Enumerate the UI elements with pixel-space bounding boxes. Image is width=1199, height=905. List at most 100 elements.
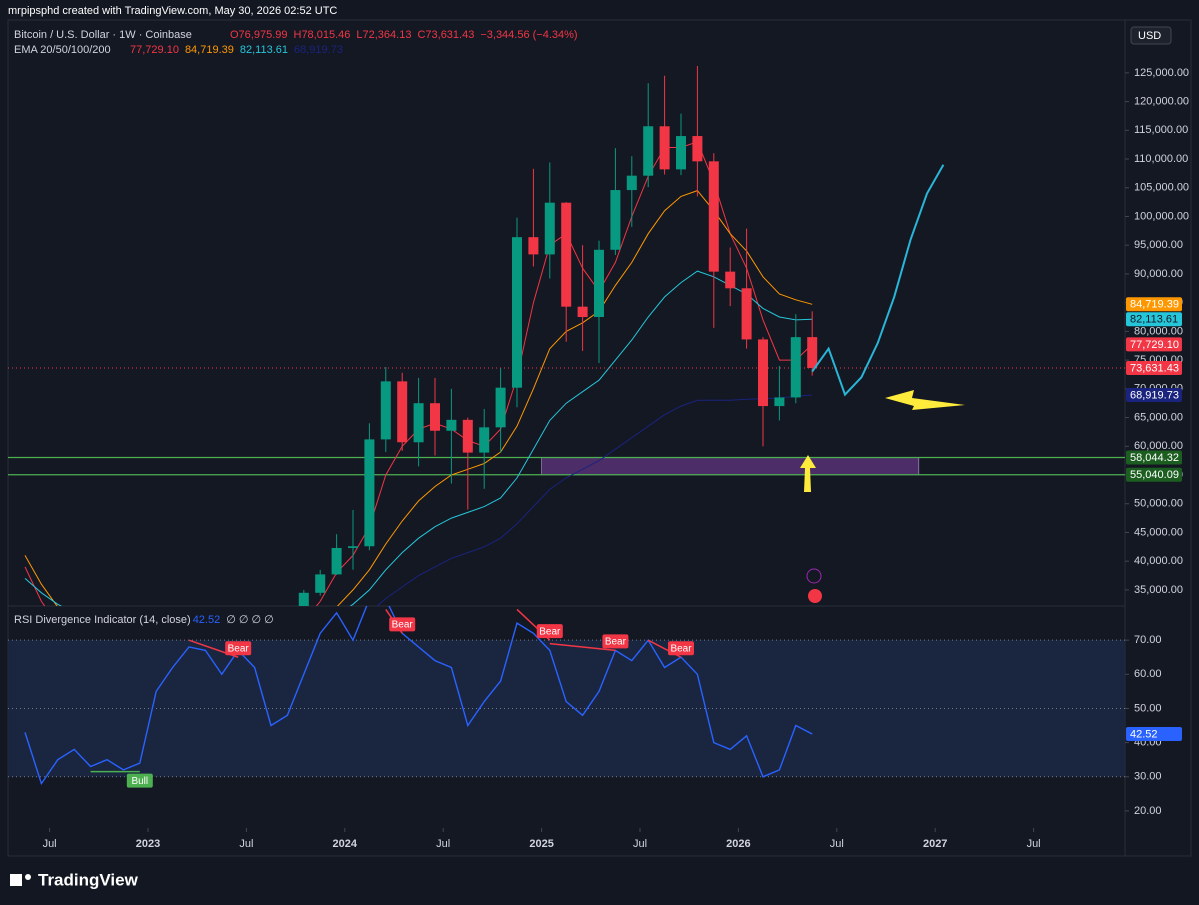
price-tag bbox=[1126, 450, 1182, 465]
candle-body bbox=[561, 202, 572, 307]
candle-body bbox=[479, 427, 490, 453]
candle-body bbox=[741, 288, 752, 340]
y-tick-label: 50.00 bbox=[1134, 702, 1162, 714]
price-tag bbox=[1126, 337, 1182, 352]
x-tick-label: 2026 bbox=[726, 838, 750, 850]
candle-body bbox=[643, 126, 654, 176]
y-tick-label: 100,000.00 bbox=[1134, 210, 1189, 222]
price-tag bbox=[1126, 388, 1182, 403]
divergence-label: Bear bbox=[392, 619, 414, 630]
y-tick-label: 70.00 bbox=[1134, 634, 1162, 646]
divergence-label: Bear bbox=[228, 643, 250, 654]
divergence-label: Bear bbox=[539, 626, 561, 637]
ema-line bbox=[24, 270, 813, 606]
arrow-left bbox=[885, 390, 965, 410]
ema-line bbox=[376, 394, 813, 606]
candle-body bbox=[528, 237, 539, 255]
y-tick-label: 115,000.00 bbox=[1134, 124, 1188, 136]
ohlc-value: −3,344.56 (−4.34%) bbox=[480, 29, 577, 41]
price-tag bbox=[1126, 727, 1182, 742]
credit: mrpipsphd created with TradingView.com, … bbox=[8, 5, 337, 17]
rsi-pane bbox=[8, 606, 1125, 786]
candle-body bbox=[758, 339, 768, 407]
divergence-tag bbox=[126, 773, 153, 788]
x-tick-label: 2023 bbox=[136, 838, 160, 850]
ema-title: EMA 20/50/100/200 bbox=[14, 44, 111, 56]
rsi-band bbox=[8, 640, 1125, 777]
logo-text: TradingView bbox=[38, 870, 139, 889]
axes: 35,000.00 40,000.00 45,000.00 50,000.00 55,0… bbox=[43, 67, 1189, 850]
logo: TradingView bbox=[10, 870, 139, 889]
y-tick-label: 60.00 bbox=[1134, 668, 1162, 680]
arrow-up bbox=[800, 455, 816, 492]
candle-body bbox=[544, 202, 555, 255]
price-tag-label: 68,919.73 bbox=[1130, 389, 1179, 401]
divergence-tag bbox=[225, 641, 252, 656]
rsi-legend-value: 42.52 bbox=[193, 614, 221, 626]
zone bbox=[541, 457, 920, 476]
divergence-tag bbox=[668, 641, 694, 656]
price-tag bbox=[1126, 360, 1182, 375]
ema-line bbox=[24, 190, 813, 606]
price-tag-label: 42.52 bbox=[1130, 728, 1158, 740]
divergence-tag bbox=[602, 634, 629, 649]
icon bbox=[806, 568, 822, 584]
candle-body bbox=[348, 546, 358, 548]
price-tag-label: 82,113.61 bbox=[1130, 314, 1178, 326]
candle-body bbox=[790, 337, 801, 398]
candle-body bbox=[380, 381, 391, 440]
candle-body bbox=[413, 403, 424, 443]
y-tick-label: 110,000.00 bbox=[1134, 153, 1188, 165]
candle-body bbox=[692, 136, 703, 162]
candle-body bbox=[725, 271, 736, 289]
x-tick-label: Jul bbox=[239, 838, 253, 850]
price-tag-label: 55,040.09 bbox=[1130, 469, 1179, 481]
candle-body bbox=[807, 337, 818, 368]
currency[interactable]: USD bbox=[1138, 30, 1161, 42]
candle-body bbox=[594, 249, 604, 318]
y-tick-label: 120,000.00 bbox=[1134, 95, 1189, 107]
y-tick-label: 90,000.00 bbox=[1134, 268, 1183, 280]
currency-button[interactable] bbox=[1130, 26, 1172, 45]
ohlc-value: H78,015.46 bbox=[294, 29, 351, 41]
ohlc-value: C73,631.43 bbox=[417, 29, 474, 41]
ema-legend-value: 82,113.61 bbox=[240, 44, 288, 56]
candle-body bbox=[397, 381, 408, 443]
price-tag bbox=[1126, 312, 1182, 327]
price-tag bbox=[1126, 467, 1182, 482]
divergence-tag bbox=[536, 624, 563, 639]
symbol: Bitcoin / U.S. Dollar · 1W · Coinbase bbox=[14, 29, 192, 41]
price-tag bbox=[1126, 297, 1182, 312]
candle-body bbox=[331, 547, 342, 575]
candle-body bbox=[495, 387, 506, 428]
ema-legend-value: 84,719.39 bbox=[185, 44, 234, 56]
candle-body bbox=[462, 419, 473, 453]
price-tag-label: 73,631.43 bbox=[1130, 362, 1179, 374]
candle-body bbox=[626, 175, 637, 191]
divergence-line bbox=[549, 642, 616, 652]
x-tick-label: Jul bbox=[633, 838, 647, 850]
candle-body bbox=[708, 161, 719, 272]
price-tag-label: 58,044.32 bbox=[1130, 452, 1179, 464]
x-tick-label: Jul bbox=[830, 838, 844, 850]
candle-body bbox=[430, 403, 440, 431]
price-tag-label: 77,729.10 bbox=[1130, 339, 1179, 351]
candle-body bbox=[512, 237, 522, 388]
x-tick-label: Jul bbox=[1027, 838, 1041, 850]
candle-body bbox=[659, 126, 670, 170]
x-tick-label: 2027 bbox=[923, 838, 947, 850]
ohlc-value: O76,975.99 bbox=[230, 29, 288, 41]
candle-body bbox=[298, 592, 309, 606]
y-tick-label: 95,000.00 bbox=[1134, 239, 1183, 251]
y-tick-label: 30.00 bbox=[1134, 771, 1162, 783]
y-tick-label: 80,000.00 bbox=[1134, 325, 1183, 337]
y-tick-label: 65,000.00 bbox=[1134, 411, 1183, 423]
divergence-label: Bear bbox=[605, 637, 627, 648]
x-tick-label: 2024 bbox=[333, 838, 358, 850]
rsi-title: RSI Divergence Indicator (14, close) bbox=[14, 614, 191, 626]
x-tick-label: Jul bbox=[436, 838, 450, 850]
x-tick-label: Jul bbox=[43, 838, 57, 850]
ohlc-value: L72,364.13 bbox=[356, 29, 411, 41]
